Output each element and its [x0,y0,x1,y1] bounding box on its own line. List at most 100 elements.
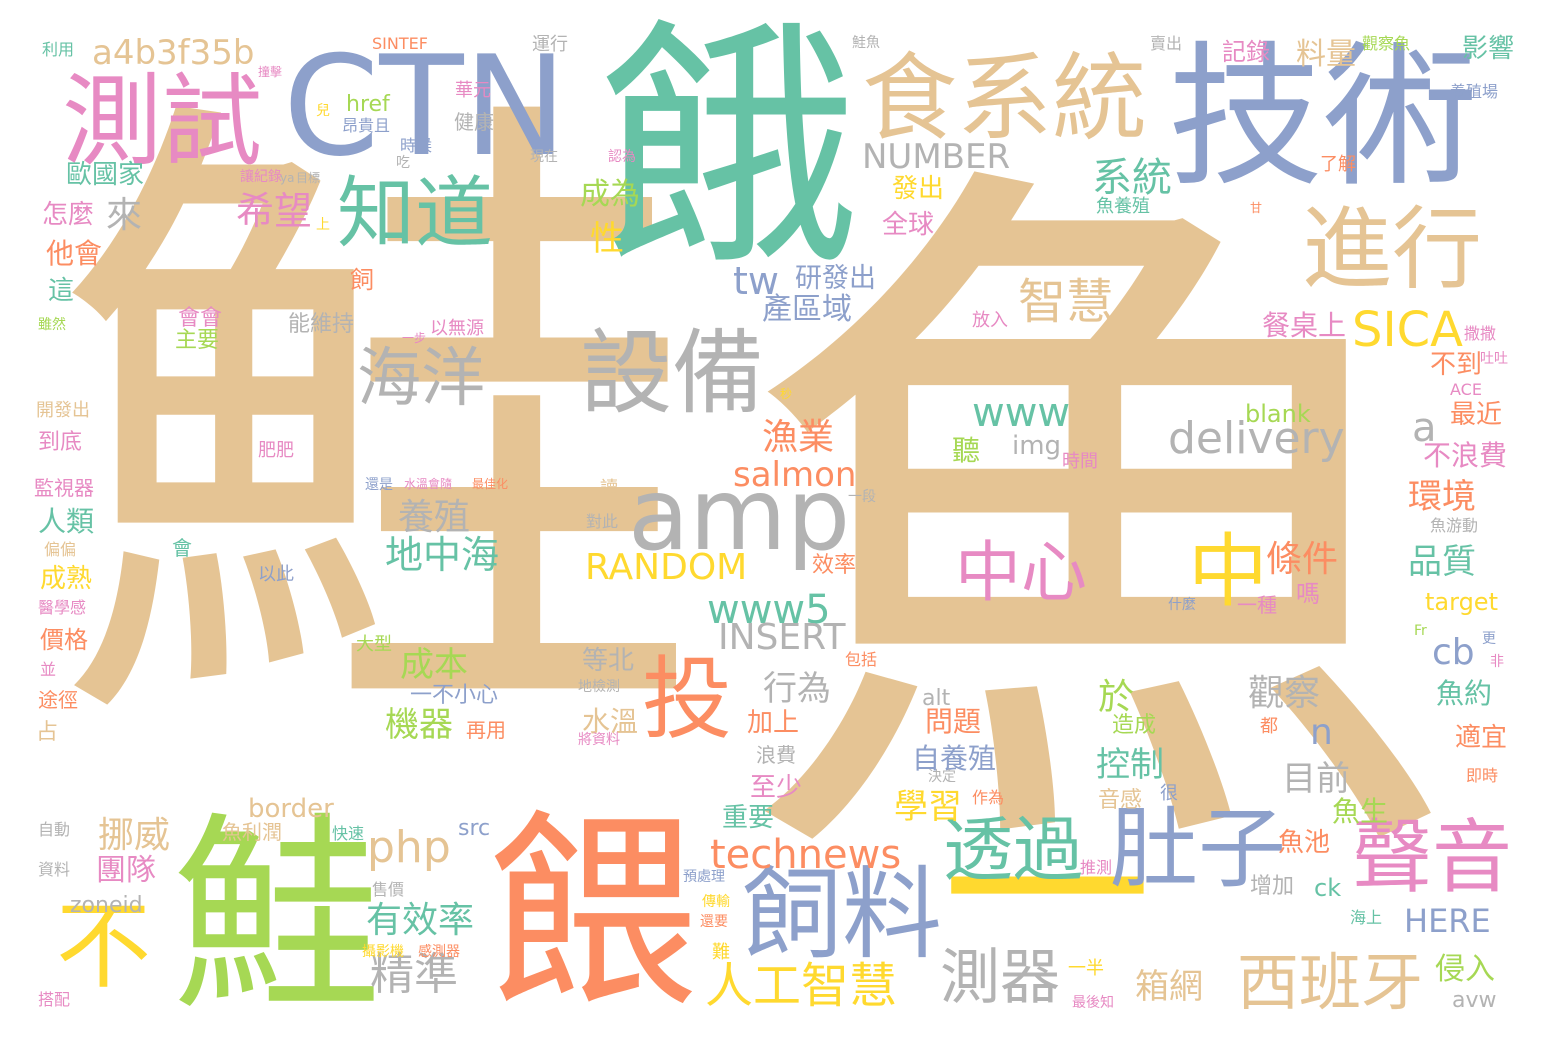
word-target: target [1425,588,1498,616]
word-finally-know: 最後知 [1072,995,1114,1011]
word-question: 嗎 [1296,580,1320,608]
word-a-period: 一段 [848,489,876,505]
word-now: 現在 [530,149,558,165]
word-collide: 撞擊 [258,65,283,79]
word-sprinkle: 撒撒 [1464,324,1497,343]
word-testing: 測試 [62,63,262,180]
word-put-in: 放入 [972,310,1008,331]
word-large: 大型 [356,634,392,655]
word-regarding: 對此 [586,512,619,531]
word-after-all: 到底 [38,430,83,455]
word-efficient: 有效率 [366,900,475,941]
word-put-data: 將資料 [578,732,620,748]
word-a: a [1412,405,1437,451]
word-href: href [346,92,390,117]
word-at-sea: 海上 [1350,908,1383,927]
word-fodder: 飼料 [742,856,942,973]
word-increase: 增加 [1250,874,1295,899]
word-difficult: 難 [712,942,730,963]
word-spit: 吐吐 [1480,351,1508,367]
word-sound: 聲音 [1352,811,1512,904]
word-fish-farming: 魚養殖 [1096,196,1150,217]
word-fast: 快速 [332,824,365,843]
word-learning: 學習 [894,787,962,827]
word-mature: 成熟 [40,564,93,594]
word-second: 秒 [780,387,793,401]
word-preprocess: 預處理 [683,869,725,885]
word-feeding-system: 食系統 [862,44,1148,154]
word-sell: 賣出 [1150,34,1183,53]
word-emit: 發出 [892,174,945,204]
word-although: 雖然 [38,317,66,333]
word-optimize: 最佳化 [472,477,509,491]
word-through: 透過 [943,809,1083,891]
word-read: 讀 [600,478,618,499]
word-transmit: 傳輸 [702,894,730,910]
word-data: 資料 [38,860,71,879]
word-and-north: 等北 [582,646,635,676]
word-sale-price: 售價 [372,880,405,899]
word-more: 更 [1482,631,1496,647]
word-very: 很 [1160,783,1178,804]
word-fr: Fr [1414,623,1427,639]
word-php: php [367,822,451,873]
word-salmon-en: salmon [733,455,857,495]
word-will: 會 [172,536,192,560]
word-think: 認為 [608,149,636,165]
word-efficiency: 效率 [812,553,857,578]
word-sweet: 甘 [1250,201,1263,215]
word-decide: 決定 [928,769,956,785]
word-water-temp: 水溫 [582,705,639,738]
word-problem: 問題 [925,705,982,738]
word-sensor: 感測器 [418,944,460,960]
word-half: 一半 [1068,958,1104,979]
word-www: www [972,390,1071,436]
word-when: 時候 [400,136,433,155]
word-understand: 了解 [1320,154,1356,175]
word-include: 包括 [845,650,878,669]
word-developed: 研發出 [795,263,876,294]
word-invade: 侵入 [1435,952,1495,987]
word-tw: tw [733,259,779,303]
word-sound-sense: 音感 [1098,788,1143,813]
word-thus: 以此 [258,564,294,585]
word-price: 價格 [40,626,88,654]
word-img: img [1012,431,1062,461]
word-control: 控制 [1096,745,1164,785]
word-use: 利用 [42,40,75,59]
word-maintain: 能維持 [288,312,355,337]
word-one-step: 一步 [402,331,427,345]
word-waste: 浪費 [756,743,796,767]
word-suitable: 適宜 [1455,723,1508,753]
word-salmon: 鮭 [52,50,702,806]
word-sica: SICA [1352,302,1463,358]
word-not: 不 [56,892,152,1002]
word-important: 重要 [722,803,775,833]
word-team: 團隊 [96,853,156,888]
word-behavior: 行為 [763,669,831,709]
word-technews: technews [710,832,902,878]
word-ocean: 海洋 [357,342,485,416]
word-belly: 肚子 [1110,797,1287,900]
word-fish-profit: 魚利潤 [222,820,282,844]
word-he-will: 他會 [46,237,103,270]
word-www5: www5 [707,587,831,633]
word-fish: 魚 [736,111,1456,949]
word-human: 人類 [38,505,95,538]
word-mediterranean: 地中海 [385,533,500,577]
word-nature: 性 [590,219,624,259]
word-blank: blank [1245,400,1311,428]
word-delivery: delivery [1168,413,1345,464]
word-time: 時間 [1062,451,1098,472]
word-here: HERE [1404,902,1491,940]
word-currently: 目前 [1282,759,1350,799]
word-cb: cb [1432,632,1475,673]
word-healthy: 健康 [454,110,494,134]
word-machine: 機器 [385,705,453,745]
word-run: 運行 [532,34,568,55]
word-impact: 影響 [1462,34,1515,64]
word-temp-follows: 水溫會隨 [404,477,453,491]
word-fish-swim: 魚游動 [1430,516,1479,535]
word-ya: ya [280,171,295,185]
word-also-need: 還要 [700,914,728,930]
